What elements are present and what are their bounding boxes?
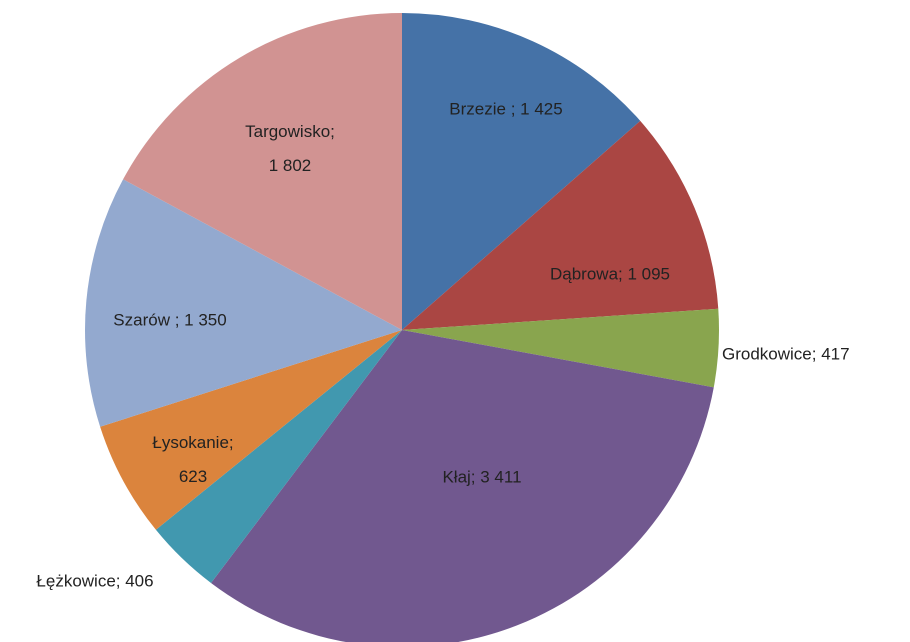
pie-slice: [402, 308, 719, 388]
pie-slice: [155, 330, 402, 584]
data-label: Łężkowice; 406: [36, 571, 153, 590]
data-label: Targowisko; 1 802: [245, 122, 335, 175]
data-label: Kłaj; 3 411: [442, 467, 521, 486]
data-label: Brzezie ; 1 425: [449, 99, 562, 118]
data-label: Łysokanie; 623: [152, 433, 233, 486]
label-line: 1 802: [269, 156, 312, 175]
pie-slice: [402, 120, 719, 330]
pie-slice: [211, 330, 714, 642]
label-line: Łysokanie;: [152, 433, 233, 452]
data-label: Szarów ; 1 350: [113, 310, 226, 329]
pie-slice: [402, 13, 641, 330]
data-label: Dąbrowa; 1 095: [550, 264, 670, 283]
label-line: Targowisko;: [245, 122, 335, 141]
pie-slice: [123, 12, 403, 330]
pie-slice: [84, 179, 402, 427]
pie-slice: [100, 330, 403, 530]
label-line: 623: [179, 467, 207, 486]
data-label: Grodkowice; 417: [722, 344, 850, 363]
